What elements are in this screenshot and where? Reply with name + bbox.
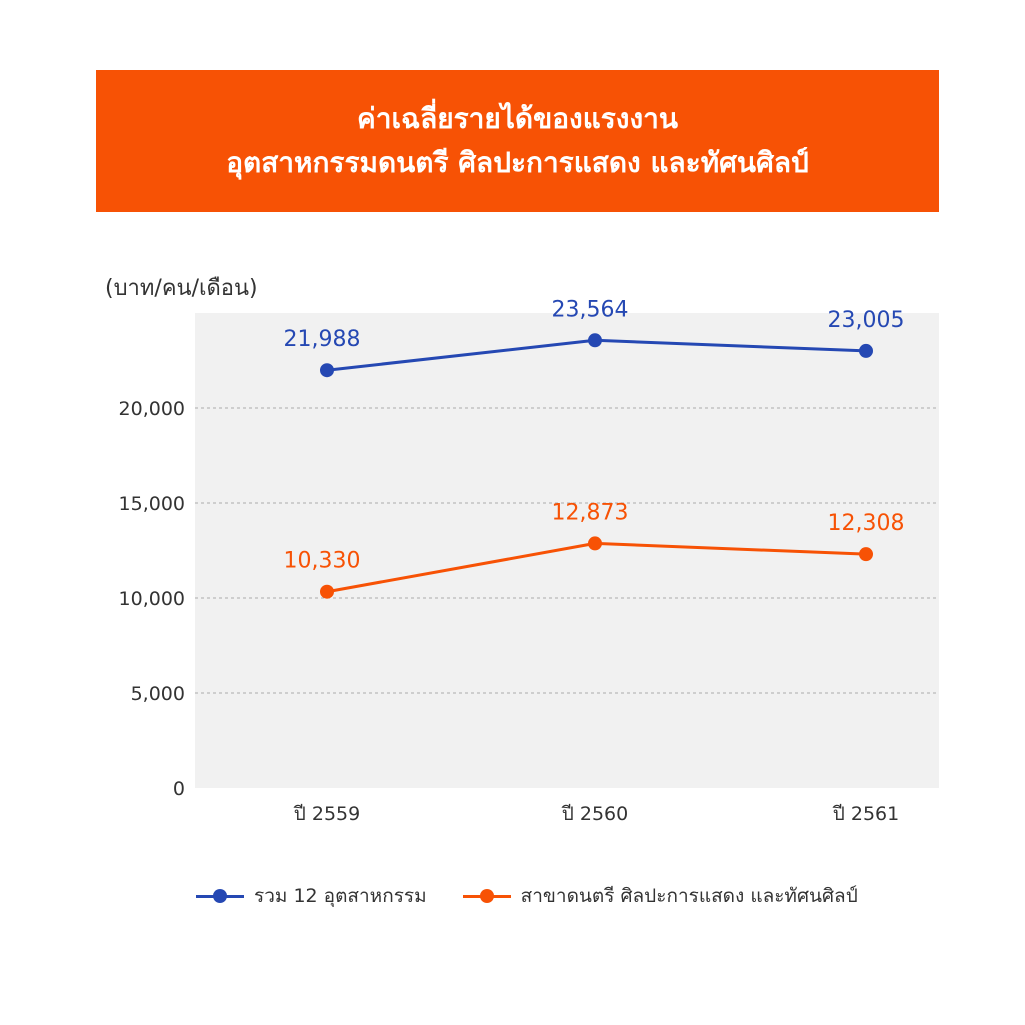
data-label: 12,308 [828, 511, 905, 536]
x-tick-label: ปี 2560 [561, 803, 628, 825]
y-tick-label: 10,000 [119, 588, 185, 610]
legend-swatch-total [196, 889, 244, 903]
legend-item-arts: สาขาดนตรี ศิลปะการแสดง และทัศนศิลป์ [462, 881, 858, 911]
legend-label-arts: สาขาดนตรี ศิลปะการแสดง และทัศนศิลป์ [520, 885, 858, 907]
y-tick-label: 0 [173, 778, 185, 800]
x-tick-label: ปี 2559 [293, 803, 360, 825]
data-label: 23,005 [828, 308, 905, 333]
y-axis-label: (บาท/คน/เดือน) [105, 276, 258, 301]
y-tick-label: 15,000 [119, 493, 185, 515]
y-tick-label: 5,000 [131, 683, 185, 705]
x-tick-label: ปี 2561 [832, 803, 899, 825]
plot-area [195, 313, 939, 788]
legend-swatch-arts [462, 889, 511, 903]
chart-title-line-1: ค่าเฉลี่ยรายได้ของแรงงาน [356, 102, 678, 135]
data-point [320, 363, 334, 378]
legend: รวม 12 อุตสาหกรรม สาขาดนตรี ศิลปะการแสดง… [196, 878, 858, 914]
data-label: 12,873 [552, 500, 629, 525]
legend-label-total: รวม 12 อุตสาหกรรม [254, 885, 427, 907]
data-point [588, 536, 602, 551]
data-point [859, 547, 873, 562]
chart-title-line-2: อุตสาหกรรมดนตรี ศิลปะการแสดง และทัศนศิลป… [226, 146, 809, 179]
data-label: 10,330 [284, 549, 361, 574]
data-point [588, 333, 602, 348]
title-banner: ค่าเฉลี่ยรายได้ของแรงงาน อุตสาหกรรมดนตรี… [96, 70, 939, 212]
data-label: 21,988 [284, 327, 361, 352]
data-point [320, 584, 334, 599]
data-point [859, 343, 873, 358]
legend-item-total: รวม 12 อุตสาหกรรม [196, 881, 427, 911]
data-label: 23,564 [552, 297, 629, 322]
y-tick-label: 20,000 [119, 398, 185, 420]
